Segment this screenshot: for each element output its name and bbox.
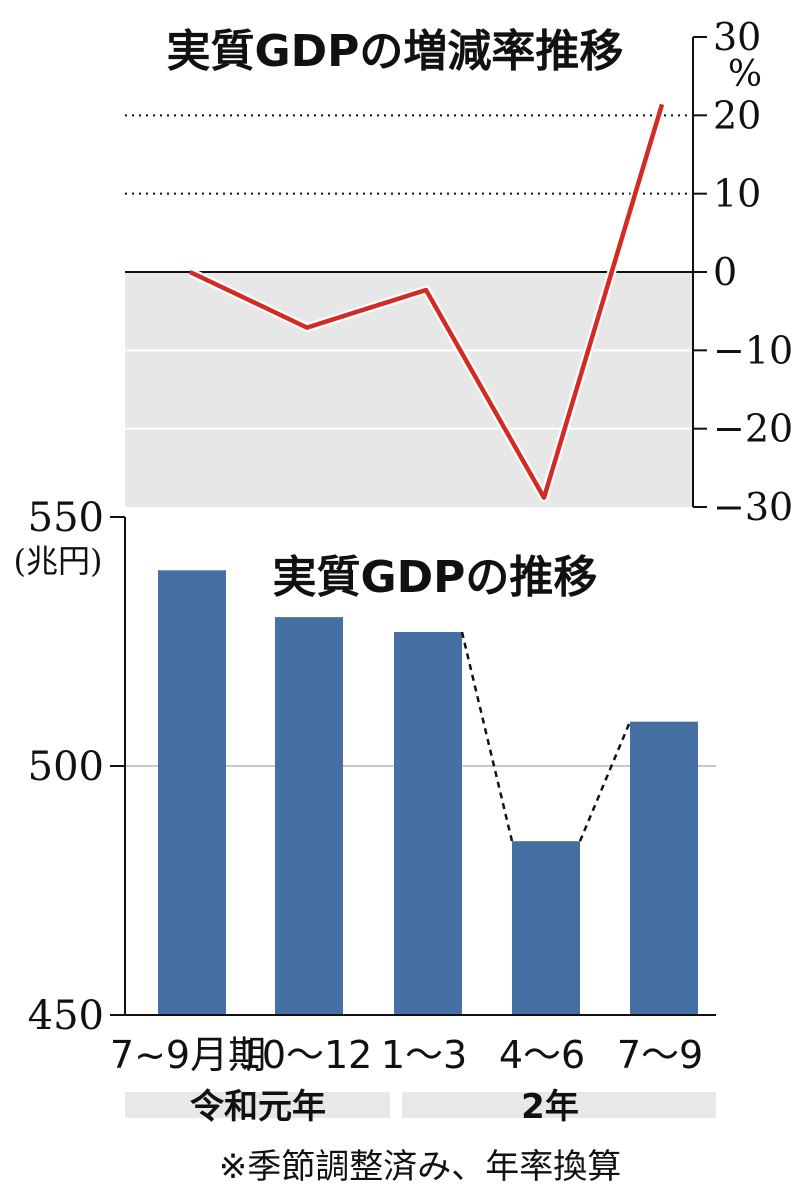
category-label: 7〜9 [617, 1033, 703, 1077]
gdp-bar [394, 632, 462, 1015]
gdp-bar [512, 841, 580, 1015]
line-tick-label: −20 [713, 407, 793, 451]
line-y-ticks: 30 20 10 0 −10 −20 −30 [693, 15, 793, 529]
line-tick-label: −10 [713, 328, 793, 372]
gdp-bar [630, 721, 698, 1015]
growth-rate-chart: 30 20 10 0 −10 −20 −30 % 実質GDPの増減率推移 [125, 15, 793, 529]
era-label-year-2: 2年 [521, 1087, 579, 1127]
category-label: 4〜6 [499, 1033, 585, 1077]
era-band-year-2 [402, 1092, 716, 1118]
bar-tick-label: 550 [28, 495, 104, 541]
line-tick-label: −30 [713, 485, 793, 529]
bar-tick-label: 500 [28, 744, 104, 790]
bar-unit-label: (兆円) [14, 542, 103, 580]
line-unit-label: % [728, 54, 762, 95]
category-label: 7~9月期 [110, 1033, 266, 1077]
line-tick-label: 0 [713, 250, 737, 294]
bar-connector-dashed [460, 631, 514, 842]
bar-y-ticks: 550 500 450 [28, 495, 125, 1039]
bar-tick-label: 450 [28, 993, 104, 1039]
bar-connector-dashed [578, 721, 632, 842]
bar-chart-title: 実質GDPの推移 [273, 552, 598, 603]
category-label: 1〜3 [381, 1033, 467, 1077]
category-label: 10〜12 [238, 1033, 373, 1077]
footnote: ※季節調整済み、年率換算 [219, 1147, 622, 1187]
line-tick-label: 30 [713, 15, 761, 59]
line-chart-title: 実質GDPの増減率推移 [167, 26, 624, 77]
bar-connectors [460, 631, 632, 842]
gdp-bars [158, 570, 698, 1015]
gdp-bar [158, 570, 226, 1015]
gdp-bar [275, 617, 343, 1015]
growth-rate-series [188, 103, 667, 503]
era-band-reiwa-1 [125, 1092, 390, 1118]
era-label-reiwa-1: 令和元年 [190, 1087, 326, 1127]
line-tick-label: 20 [713, 93, 761, 137]
negative-region-shade [125, 272, 693, 507]
line-tick-label: 10 [713, 172, 761, 216]
line-chart-gridlines [125, 114, 693, 430]
